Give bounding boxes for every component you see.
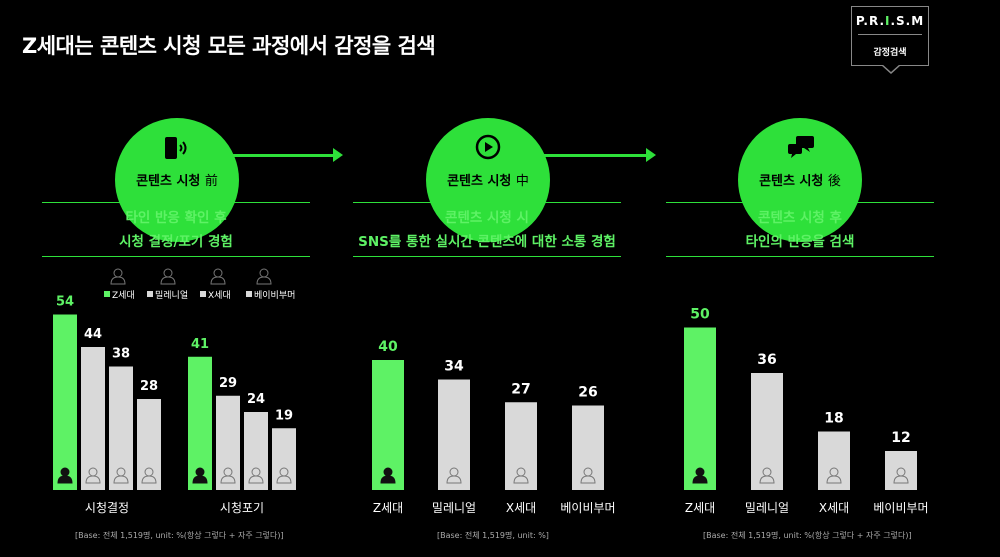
chart3-1-value-label: 36 <box>757 352 776 368</box>
prism-badge: P.R.I.S.M 감정검색 <box>851 6 929 74</box>
chart1-0-0-value-label: 54 <box>56 295 74 310</box>
chart3-3-value-label: 12 <box>891 430 910 446</box>
chart3-3-person-icon <box>893 467 909 484</box>
chart1-1-3-person-icon <box>276 467 292 484</box>
legend-item-x: X세대 <box>200 288 231 301</box>
base-note-1: [Base: 전체 1,519명, unit: %(항상 그렇다 + 자주 그렇… <box>75 531 284 540</box>
chart3-category-label-1: 밀레니얼 <box>745 501 789 515</box>
chart3-category-label-2: X세대 <box>819 501 849 515</box>
chart2-1-person-icon <box>446 467 462 484</box>
legend-person-icon-1 <box>160 268 176 285</box>
chart1-1-2-value-label: 24 <box>247 392 265 407</box>
legend-person-icon-2 <box>210 268 226 285</box>
chart1-0-1-value-label: 44 <box>84 327 102 342</box>
chart1-1-1-bar <box>216 395 240 490</box>
stage-during-circle <box>426 118 550 242</box>
prism-logo: P.R.I.S.M <box>855 14 925 28</box>
legend-item-millennial: 밀레니얼 <box>147 288 188 301</box>
chart3-2-person-icon <box>826 467 842 484</box>
chart3-3-bar <box>885 451 917 490</box>
legend-item-z: Z세대 <box>104 288 135 301</box>
base-note-3: [Base: 전체 1,519명, unit: %(항상 그렇다 + 자주 그렇… <box>703 531 912 540</box>
chart1-0-3-value-label: 28 <box>140 379 158 394</box>
chart3-category-label-3: 베이비부머 <box>873 501 928 515</box>
legend-person-icon-0 <box>110 268 126 285</box>
arrow-before-to-during <box>225 148 343 162</box>
stage-before-label: 콘텐츠 시청 前 <box>136 174 218 189</box>
chart1-0-2-bar <box>109 366 133 490</box>
chart2-category-label-1: 밀레니얼 <box>432 501 476 515</box>
chart1-0-0-person-icon <box>57 467 73 484</box>
arrow-during-to-after <box>536 148 656 162</box>
chart3-0-person-icon <box>692 467 708 484</box>
chart2-category-label-2: X세대 <box>506 501 536 515</box>
chart1-1-3-bar <box>272 428 296 490</box>
chart1-category-label-0: 시청결정 <box>85 501 129 515</box>
chart1-1-2-person-icon <box>248 467 264 484</box>
phone-sound-icon <box>165 137 187 159</box>
chart2-3-person-icon <box>580 467 596 484</box>
stage-after-desc: 콘텐츠 시청 후 타인의 반응을 검색 <box>745 210 855 250</box>
chart1-0-0-bar <box>53 314 77 490</box>
chart3-0-bar <box>684 327 716 490</box>
page-title: Z세대는 콘텐츠 시청 모든 과정에서 감정을 검색 <box>22 34 436 58</box>
chart2-2-person-icon <box>513 467 529 484</box>
chart1-1-2-bar <box>244 412 268 490</box>
chart3-1-person-icon <box>759 467 775 484</box>
badge-subtitle: 감정검색 <box>873 48 907 58</box>
stage-during-label: 콘텐츠 시청 中 <box>447 174 529 189</box>
chart1-0-1-person-icon <box>85 467 101 484</box>
chart1-0-3-bar <box>137 399 161 490</box>
chart3-2-bar <box>818 431 850 490</box>
chart3-1-bar <box>751 373 783 490</box>
chart2-0-value-label: 40 <box>378 339 398 355</box>
chat-bubbles-icon <box>788 136 814 158</box>
legend-item-boomer: 베이비부머 <box>246 288 295 301</box>
chart1-1-0-value-label: 41 <box>191 337 209 352</box>
chart2-category-label-3: 베이비부머 <box>560 501 615 515</box>
legend-person-icon-3 <box>256 268 272 285</box>
chart1-category-label-1: 시청포기 <box>220 501 264 515</box>
chart2-2-bar <box>505 402 537 490</box>
stage-after-label: 콘텐츠 시청 後 <box>759 174 841 189</box>
chart1-1-1-value-label: 29 <box>219 376 237 391</box>
chart2-3-bar <box>572 405 604 490</box>
chart3-category-label-0: Z세대 <box>685 501 715 515</box>
play-icon <box>475 134 501 160</box>
chart1-0-2-person-icon <box>113 467 129 484</box>
chart2-0-person-icon <box>380 467 396 484</box>
chart3-0-value-label: 50 <box>690 307 710 323</box>
chart1-0-2-value-label: 38 <box>112 347 130 362</box>
chart3-2-value-label: 18 <box>824 411 843 427</box>
stage-before-circle <box>115 118 239 242</box>
chart1-0-1-bar <box>81 347 105 490</box>
chart2-1-bar <box>438 379 470 490</box>
chart2-1-value-label: 34 <box>444 359 464 375</box>
chart1-1-0-person-icon <box>192 467 208 484</box>
chart2-2-value-label: 27 <box>511 381 530 397</box>
chart1-1-3-value-label: 19 <box>275 408 293 423</box>
chart2-category-label-0: Z세대 <box>373 501 403 515</box>
stage-during-desc: 콘텐츠 시청 시 SNS를 통한 실시간 콘텐츠에 대한 소통 경험 <box>358 210 616 250</box>
chart2-3-value-label: 26 <box>578 385 597 401</box>
base-note-2: [Base: 전체 1,519명, unit: %] <box>437 531 549 540</box>
chart1-0-3-person-icon <box>141 467 157 484</box>
chart1-1-1-person-icon <box>220 467 236 484</box>
stage-before-desc: 타인 반응 확인 후 시청 결정/포기 경험 <box>119 210 233 250</box>
